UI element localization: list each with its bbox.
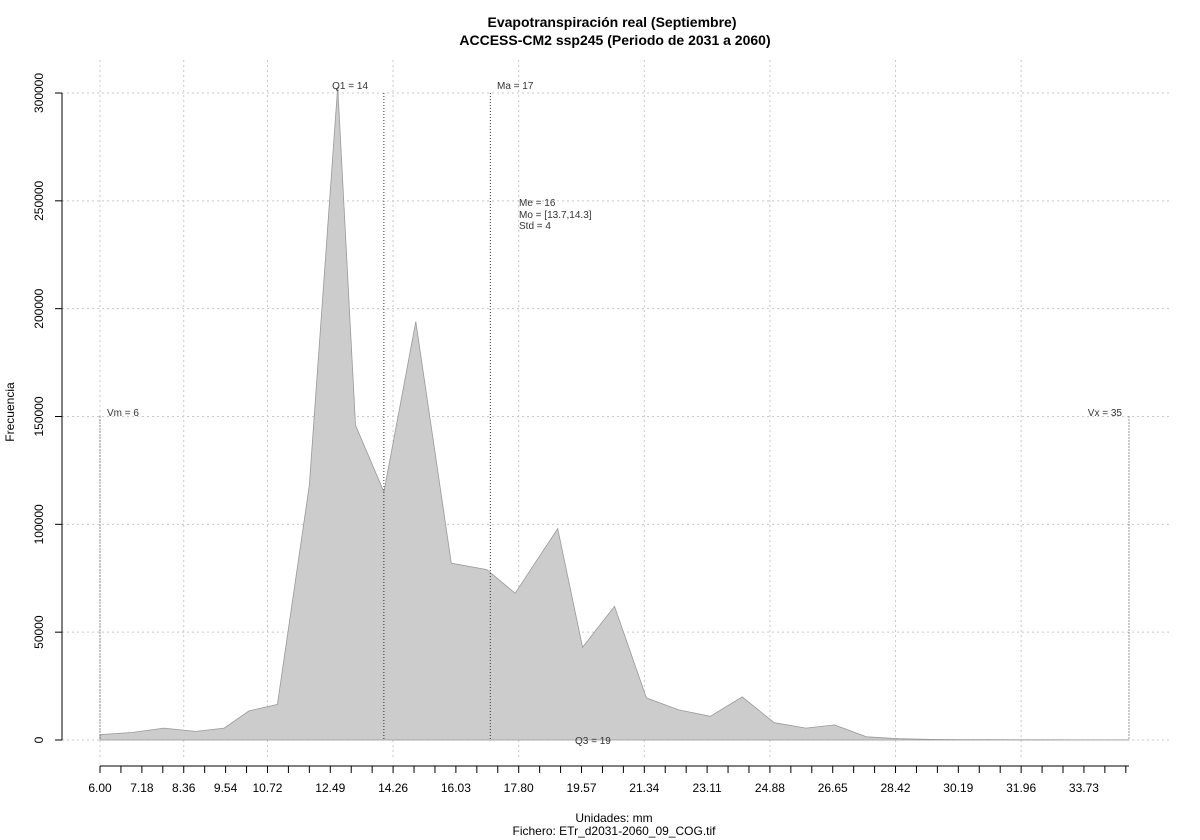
chart-subtitle: ACCESS-CM2 ssp245 (Periodo de 2031 a 206… bbox=[459, 32, 770, 48]
vm-annotation: Vm = 6 bbox=[107, 408, 139, 419]
y-tick-label: 250000 bbox=[32, 180, 46, 220]
x-tick-label: 10.72 bbox=[252, 781, 282, 795]
q3-annotation: Q3 = 19 bbox=[575, 736, 611, 747]
y-tick-label: 0 bbox=[32, 736, 46, 743]
x-tick-label: 14.26 bbox=[378, 781, 408, 795]
x-tick-label: 16.03 bbox=[441, 781, 471, 795]
y-axis-label: Frecuencia bbox=[3, 382, 17, 442]
mode-annotation: Mo = [13.7,14.3] bbox=[519, 210, 592, 221]
grid-layer bbox=[62, 60, 1170, 760]
y-tick-label: 100000 bbox=[32, 504, 46, 544]
x-tick-label: 19.57 bbox=[566, 781, 596, 795]
x-tick-label: 30.19 bbox=[943, 781, 973, 795]
y-tick-label: 150000 bbox=[32, 396, 46, 436]
y-tick-label: 300000 bbox=[32, 73, 46, 113]
x-tick-label: 33.73 bbox=[1069, 781, 1099, 795]
source-file-label: Fichero: ETr_d2031-2060_09_COG.tif bbox=[513, 824, 717, 838]
x-tick-label: 21.34 bbox=[629, 781, 659, 795]
vx-annotation: Vx = 35 bbox=[1088, 408, 1123, 419]
x-tick-label: 23.11 bbox=[693, 781, 722, 795]
x-tick-label: 28.42 bbox=[881, 781, 911, 795]
ma-annotation: Ma = 17 bbox=[497, 81, 534, 92]
x-tick-label: 17.80 bbox=[504, 781, 534, 795]
std-annotation: Std = 4 bbox=[519, 221, 551, 232]
chart-title: Evapotranspiración real (Septiembre) bbox=[488, 14, 737, 30]
x-axis-label: Unidades: mm bbox=[575, 811, 652, 825]
y-tick-label: 200000 bbox=[32, 288, 46, 328]
x-tick-label: 8.36 bbox=[172, 781, 196, 795]
x-tick-label: 31.96 bbox=[1006, 781, 1036, 795]
x-tick-label: 6.00 bbox=[88, 781, 112, 795]
q1-annotation: Q1 = 14 bbox=[332, 81, 368, 92]
axes: 0 50000 100000 150000 200000 250000 300000 6.00… bbox=[32, 73, 1129, 795]
x-tick-label: 26.65 bbox=[818, 781, 848, 795]
x-tick-label: 7.18 bbox=[130, 781, 154, 795]
x-tick-label: 24.88 bbox=[755, 781, 785, 795]
y-tick-label: 50000 bbox=[32, 615, 46, 649]
x-tick-label: 9.54 bbox=[214, 781, 238, 795]
x-tick-label: 12.49 bbox=[315, 781, 345, 795]
median-annotation: Me = 16 bbox=[519, 198, 556, 209]
series-area bbox=[99, 86, 1130, 741]
